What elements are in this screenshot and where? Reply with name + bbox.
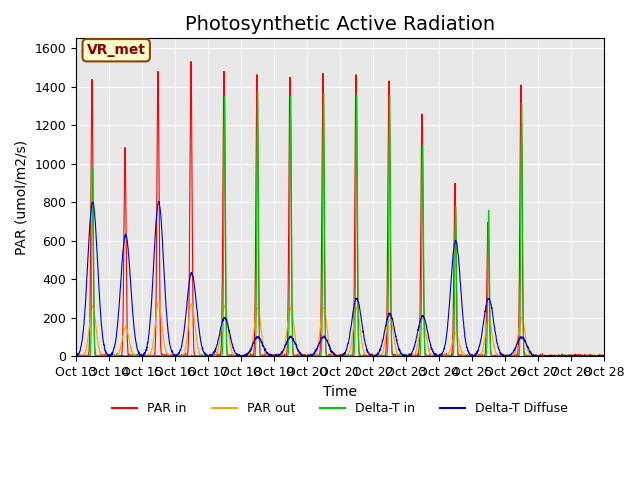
Delta-T in xyxy=(72,353,80,359)
Delta-T Diffuse xyxy=(372,353,380,359)
PAR in xyxy=(239,353,247,359)
Title: Photosynthetic Active Radiation: Photosynthetic Active Radiation xyxy=(185,15,495,34)
PAR out xyxy=(125,337,133,343)
PAR in xyxy=(372,352,380,358)
PAR out xyxy=(73,353,81,359)
Delta-T Diffuse xyxy=(155,199,163,204)
Delta-T in xyxy=(254,88,262,94)
Delta-T in xyxy=(529,353,537,359)
PAR in xyxy=(72,353,80,359)
Delta-T in xyxy=(372,353,380,359)
Delta-T Diffuse xyxy=(105,353,113,359)
PAR out xyxy=(600,353,608,359)
Delta-T in xyxy=(593,353,601,359)
Delta-T in xyxy=(125,353,133,359)
Delta-T Diffuse xyxy=(125,259,133,265)
PAR in xyxy=(499,353,507,359)
Legend: PAR in, PAR out, Delta-T in, Delta-T Diffuse: PAR in, PAR out, Delta-T in, Delta-T Dif… xyxy=(108,397,573,420)
Delta-T Diffuse xyxy=(239,353,247,359)
PAR out xyxy=(239,353,247,359)
PAR out xyxy=(529,353,537,359)
X-axis label: Time: Time xyxy=(323,384,357,398)
Text: VR_met: VR_met xyxy=(86,43,146,57)
Y-axis label: PAR (umol/m2/s): PAR (umol/m2/s) xyxy=(15,140,29,255)
PAR out xyxy=(499,353,507,359)
Line: Delta-T Diffuse: Delta-T Diffuse xyxy=(76,202,604,356)
Delta-T Diffuse xyxy=(72,353,80,359)
PAR in xyxy=(529,353,537,359)
PAR out xyxy=(155,299,163,305)
Delta-T in xyxy=(600,353,608,359)
Delta-T in xyxy=(72,353,80,359)
Delta-T Diffuse xyxy=(499,353,507,359)
PAR out xyxy=(372,353,380,359)
Delta-T in xyxy=(499,353,507,359)
PAR out xyxy=(593,353,601,359)
Line: Delta-T in: Delta-T in xyxy=(76,91,604,356)
PAR in xyxy=(187,59,195,64)
Delta-T Diffuse xyxy=(593,353,601,359)
Delta-T Diffuse xyxy=(529,352,537,358)
Delta-T Diffuse xyxy=(600,353,608,359)
PAR out xyxy=(72,352,80,358)
PAR in xyxy=(600,353,608,359)
PAR in xyxy=(593,353,601,359)
PAR in xyxy=(72,353,80,359)
Delta-T in xyxy=(239,353,247,359)
Line: PAR out: PAR out xyxy=(76,302,604,356)
Line: PAR in: PAR in xyxy=(76,61,604,356)
PAR in xyxy=(125,353,133,359)
